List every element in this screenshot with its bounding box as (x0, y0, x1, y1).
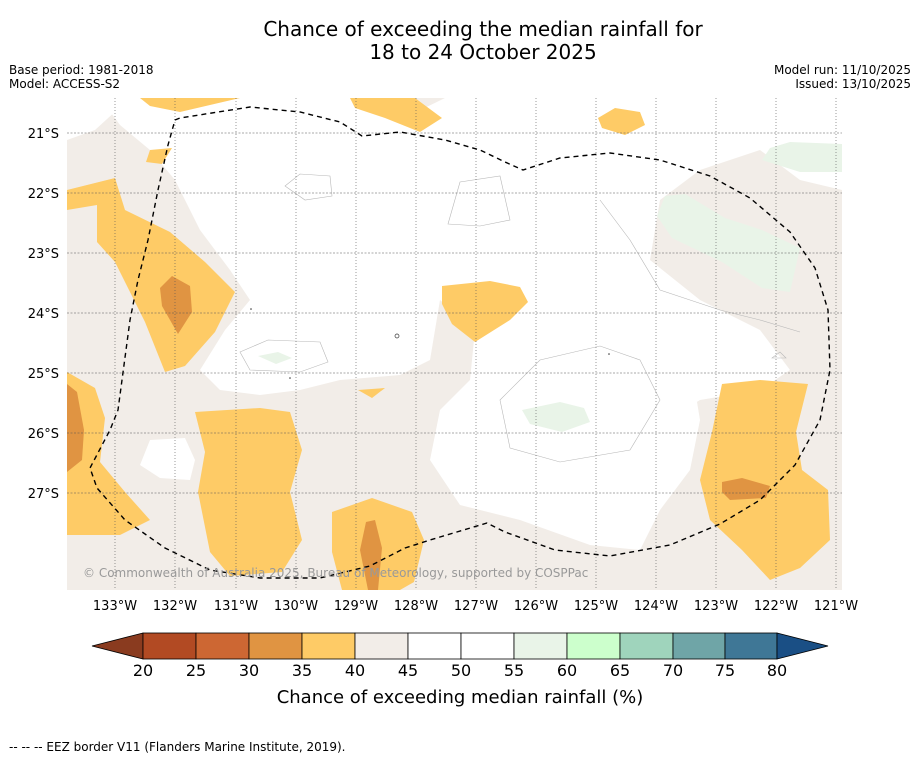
colorbar-tick: 40 (345, 661, 365, 680)
lon-labels: 133°W 132°W 131°W 130°W 129°W 128°W 127°… (93, 599, 858, 614)
orange-blob-nw (67, 178, 235, 372)
colorbar-tick: 30 (239, 661, 259, 680)
colorbar (91, 632, 829, 660)
model-run: Model run: 11/10/2025 (773, 63, 911, 77)
orange-blob-small-nw (146, 148, 172, 164)
contour-lines (239, 173, 801, 463)
colorbar-segment (460, 632, 515, 660)
lat-grid (67, 132, 842, 494)
orange-blob-west-edge (67, 372, 150, 535)
colorbar-tick: 75 (715, 661, 735, 680)
lat-label: 21°S (28, 127, 59, 142)
colorbar-ticks: 20 25 30 35 40 45 50 55 60 65 70 75 80 (133, 661, 787, 680)
lon-label: 122°W (754, 599, 798, 614)
colorbar-tick: 65 (610, 661, 630, 680)
green-blob-east (657, 194, 800, 292)
meta-right: Model run: 11/10/2025 Issued: 13/10/2025 (774, 63, 911, 91)
colorbar-segment (672, 632, 726, 660)
colorbar-tick: 50 (451, 661, 471, 680)
eez-legend: -- -- -- EEZ border V11 (Flanders Marine… (9, 740, 346, 754)
colorbar-tick: 20 (133, 661, 153, 680)
lat-label: 25°S (28, 367, 59, 382)
lon-label: 124°W (634, 599, 678, 614)
lon-label: 128°W (394, 599, 438, 614)
colorbar-segment (301, 632, 356, 660)
orange-blob-tiny (358, 388, 385, 398)
lon-label: 131°W (214, 599, 258, 614)
model-name: Model: ACCESS-S2 (9, 77, 121, 91)
green-blob-ne (762, 142, 842, 172)
green-blob-west (258, 352, 292, 364)
colorbar-segment (142, 632, 197, 660)
lon-label: 123°W (694, 599, 738, 614)
colorbar-segment (195, 632, 250, 660)
colorbar-tick: 70 (663, 661, 683, 680)
lon-label: 125°W (574, 599, 618, 614)
colorbar-label: Chance of exceeding median rainfall (%) (277, 687, 644, 708)
colorbar-segment (354, 632, 409, 660)
colorbar-tick: 25 (186, 661, 206, 680)
orange-blob-center (442, 281, 528, 342)
orange-blob-n2 (350, 98, 442, 132)
lon-label: 133°W (93, 599, 137, 614)
lat-label: 22°S (28, 187, 59, 202)
colorbar-segment (407, 632, 462, 660)
lon-label: 132°W (153, 599, 197, 614)
lat-labels: 21°S 22°S 23°S 24°S 25°S 26°S 27°S (28, 127, 59, 502)
issued-date: Issued: 13/10/2025 (795, 77, 911, 91)
title-line-1: Chance of exceeding the median rainfall … (263, 17, 703, 41)
island-dot (608, 353, 610, 355)
base-period: Base period: 1981-2018 (9, 63, 154, 77)
white-region-west (140, 438, 195, 480)
colorbar-arrow-low (91, 632, 144, 660)
white-region-top-left (67, 98, 130, 140)
island-dot (394, 333, 400, 339)
title-line-2: 18 to 24 October 2025 (369, 40, 597, 64)
island-dot (289, 377, 291, 379)
colorbar-tick: 35 (292, 661, 312, 680)
colorbar-segment (513, 632, 568, 660)
eez-border (89, 106, 831, 579)
lat-label: 23°S (28, 247, 59, 262)
lat-label: 24°S (28, 307, 59, 322)
dark-orange-blob-se (722, 478, 770, 500)
lat-label: 26°S (28, 427, 59, 442)
orange-blob-sw (195, 408, 302, 576)
colorbar-tick: 55 (504, 661, 524, 680)
orange-blob-n1 (140, 98, 240, 112)
colorbar-segment (566, 632, 621, 660)
colorbar-segment (724, 632, 778, 660)
dark-orange-blob-s (360, 520, 382, 590)
meta-left: Base period: 1981-2018 Model: ACCESS-S2 (9, 63, 154, 91)
white-region-north (100, 98, 842, 430)
map-field: © Commonwealth of Australia 2025, Bureau… (67, 98, 842, 590)
lon-label: 130°W (274, 599, 318, 614)
colorbar-tick: 60 (557, 661, 577, 680)
lon-label: 121°W (814, 599, 858, 614)
colorbar-tick: 45 (398, 661, 418, 680)
lat-label: 27°S (28, 487, 59, 502)
lon-label: 127°W (454, 599, 498, 614)
lon-label: 126°W (514, 599, 558, 614)
colorbar-segment (619, 632, 674, 660)
island-dot (250, 308, 252, 310)
colorbar-segment (248, 632, 303, 660)
orange-blob-n3 (598, 108, 645, 135)
colorbar-arrow-high (776, 632, 829, 660)
dark-orange-blob-nw (160, 276, 192, 334)
copyright-text: © Commonwealth of Australia 2025, Bureau… (83, 566, 588, 580)
chart-title: Chance of exceeding the median rainfall … (0, 18, 919, 64)
lon-grid (114, 98, 837, 590)
dark-orange-blob-west (67, 384, 84, 472)
orange-blob-se (700, 380, 830, 580)
lon-label: 129°W (334, 599, 378, 614)
green-blob-center (522, 402, 590, 432)
colorbar-tick: 80 (767, 661, 787, 680)
